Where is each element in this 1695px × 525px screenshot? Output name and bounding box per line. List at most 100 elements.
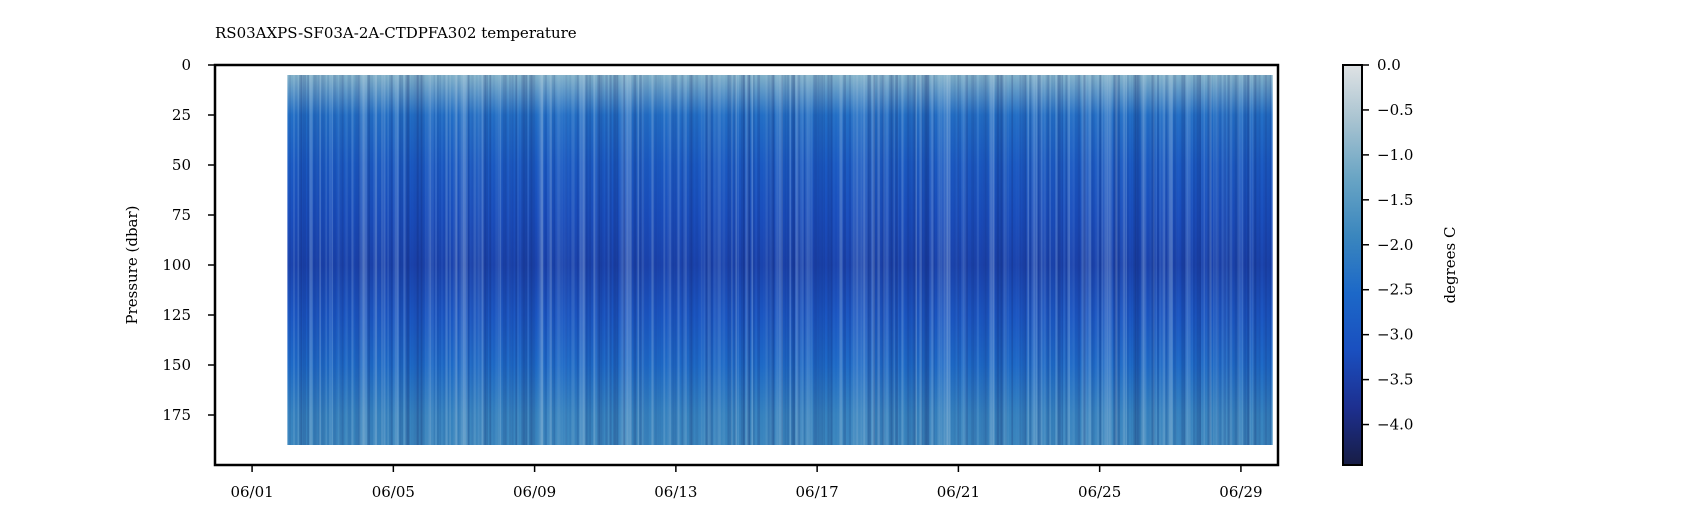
colorbar-tick-label: −1.5 — [1377, 191, 1413, 209]
heatmap-stripe — [1023, 75, 1026, 445]
heatmap-stripe — [585, 75, 588, 445]
heatmap-stripe — [375, 75, 378, 445]
heatmap-stripe — [637, 75, 640, 445]
heatmap-stripe — [339, 75, 341, 445]
heatmap-stripe — [805, 75, 809, 445]
heatmap-stripe — [1145, 75, 1147, 445]
heatmap-stripe — [1165, 75, 1169, 445]
heatmap-stripe — [415, 75, 419, 445]
heatmap-stripe — [669, 75, 672, 445]
heatmap-stripe — [953, 75, 956, 445]
heatmap-stripe — [787, 75, 790, 445]
x-tick-label: 06/29 — [1219, 483, 1262, 501]
heatmap-stripe — [1231, 75, 1233, 445]
heatmap-stripe — [959, 75, 961, 445]
heatmap-stripe — [291, 75, 293, 445]
heatmap-stripe — [1097, 75, 1099, 445]
y-tick-label: 100 — [162, 256, 191, 274]
heatmap-stripe — [1259, 75, 1261, 445]
heatmap-stripe — [605, 75, 608, 445]
heatmap-stripe — [1225, 75, 1229, 445]
heatmap-stripe — [499, 75, 502, 445]
heatmap-stripe — [873, 75, 876, 445]
heatmap-stripe — [295, 75, 298, 445]
heatmap-stripe — [1183, 75, 1186, 445]
heatmap-stripe — [301, 75, 304, 445]
heatmap-stripe — [1149, 75, 1153, 445]
heatmap-stripe — [449, 75, 451, 445]
y-tick-label: 175 — [162, 406, 191, 424]
heatmap-stripe — [927, 75, 930, 445]
heatmap-stripe — [1125, 75, 1127, 445]
heatmap-stripe — [569, 75, 571, 445]
heatmap-stripe — [1227, 75, 1231, 445]
heatmap-stripe — [345, 75, 349, 445]
heatmap-stripe — [591, 75, 593, 445]
heatmap-stripe — [891, 75, 895, 445]
heatmap-stripe — [471, 75, 474, 445]
heatmap-stripe — [453, 75, 457, 445]
heatmap-stripe — [1031, 75, 1034, 445]
heatmap-stripe — [643, 75, 645, 445]
heatmap-stripe — [843, 75, 846, 445]
x-tick-label: 06/25 — [1078, 483, 1121, 501]
colorbar: 0.0 −0.5 −1.0 −1.5 −2.0 −2.5 −3.0 −3.5 −4.0 degr… — [1342, 56, 1459, 466]
heatmap-stripe — [1167, 75, 1171, 445]
heatmap-stripe — [1175, 75, 1177, 445]
heatmap-stripe — [855, 75, 859, 445]
heatmap-stripe — [1089, 75, 1092, 445]
heatmap-stripe — [583, 75, 586, 445]
heatmap-stripe — [1115, 75, 1118, 445]
heatmap-stripe — [595, 75, 599, 445]
heatmap-stripe — [911, 75, 914, 445]
heatmap-stripe — [599, 75, 602, 445]
heatmap-stripe — [797, 75, 801, 445]
heatmap-stripe — [1093, 75, 1095, 445]
heatmap-stripe — [403, 75, 406, 445]
heatmap-stripe — [335, 75, 338, 445]
heatmap-stripe — [327, 75, 330, 445]
heatmap-stripe — [387, 75, 389, 445]
heatmap-stripe — [329, 75, 331, 445]
heatmap-stripe — [1261, 75, 1262, 445]
heatmap-stripe — [737, 75, 739, 445]
y-tick-label: 75 — [172, 206, 191, 224]
heatmap-stripe — [589, 75, 591, 445]
heatmap-stripe — [979, 75, 983, 445]
heatmap-stripe — [393, 75, 397, 445]
heatmap-stripe — [907, 75, 910, 445]
heatmap-stripe — [421, 75, 424, 445]
heatmap-stripe — [515, 75, 518, 445]
heatmap-stripe — [1021, 75, 1024, 445]
heatmap-stripe — [661, 75, 662, 445]
heatmap-stripe — [865, 75, 869, 445]
heatmap-stripe — [731, 75, 733, 445]
heatmap-stripe — [1077, 75, 1081, 445]
heatmap-stripe — [727, 75, 730, 445]
heatmap-stripe — [701, 75, 703, 445]
heatmap-stripe — [847, 75, 849, 445]
heatmap-stripe — [1007, 75, 1010, 445]
heatmap-stripe — [523, 75, 526, 445]
heatmap-stripe — [427, 75, 430, 445]
heatmap-stripe — [1233, 75, 1237, 445]
heatmap-stripe — [521, 75, 525, 445]
heatmap-stripe — [349, 75, 351, 445]
heatmap-stripe — [1091, 75, 1094, 445]
heatmap-stripe — [687, 75, 688, 445]
colorbar-ticks: 0.0 −0.5 −1.0 −1.5 −2.0 −2.5 −3.0 −3.5 −4.0 — [1362, 56, 1413, 434]
heatmap-stripe — [811, 75, 813, 445]
heatmap-stripe — [479, 75, 481, 445]
heatmap-stripe — [465, 75, 468, 445]
heatmap-stripe — [769, 75, 773, 445]
heatmap-stripe — [1199, 75, 1202, 445]
heatmap-stripe — [705, 75, 709, 445]
heatmap-stripe — [1163, 75, 1166, 445]
heatmap-stripe — [399, 75, 401, 445]
heatmap-stripe — [1247, 75, 1250, 445]
heatmap-stripe — [561, 75, 563, 445]
heatmap-stripe — [519, 75, 521, 445]
heatmap-stripe — [1235, 75, 1239, 445]
heatmap-stripe — [553, 75, 556, 445]
